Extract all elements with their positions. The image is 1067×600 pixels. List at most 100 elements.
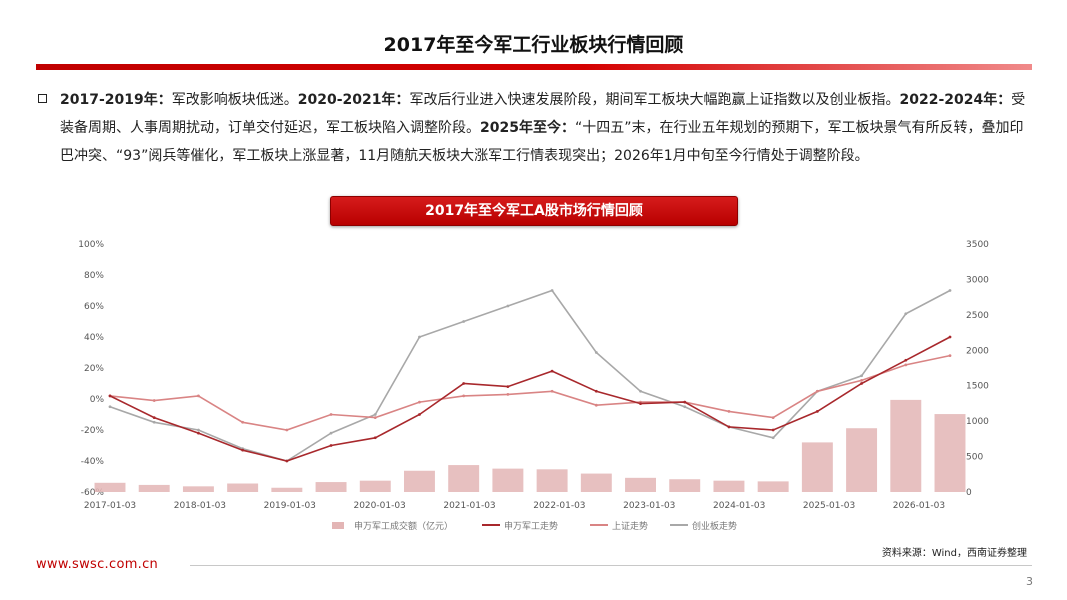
shanghai-index-point [594, 403, 598, 407]
shanghai-index-point [241, 420, 245, 424]
shanghai-index-point [373, 416, 377, 419]
left-axis-tick-label: 0% [90, 395, 105, 405]
x-axis-tick-label: 2022-01-03 [533, 501, 585, 511]
volume-bar [757, 481, 789, 492]
military-index-point [860, 382, 863, 385]
chinext-index-point [108, 405, 112, 409]
left-axis-tick-label: -20% [81, 426, 105, 436]
period-heading: 2020-2021年： [297, 92, 410, 108]
military-index-point [329, 444, 333, 447]
left-axis-tick-label: 60% [84, 302, 104, 312]
shanghai-index-point [727, 410, 731, 413]
shanghai-index-point [904, 363, 908, 367]
volume-bar [934, 414, 966, 492]
chinext-index-point [329, 431, 333, 435]
volume-bar [625, 477, 656, 492]
volume-bar [448, 465, 480, 492]
military-index-point [197, 431, 200, 435]
title-rule [36, 64, 1032, 70]
military-index-point [815, 410, 819, 413]
left-axis-tick-label: -40% [81, 457, 105, 467]
footer-divider [190, 565, 1032, 566]
volume-bar [580, 473, 612, 492]
summary-paragraph: 2017-2019年：军改影响板块低迷。2020-2021年：军改后行业进入快速… [60, 86, 1030, 170]
volume-bar [404, 470, 435, 492]
chinext-index-point [771, 436, 775, 440]
volume-bar [669, 479, 701, 492]
volume-bar [890, 399, 922, 492]
chinext-index-point [152, 420, 156, 424]
shanghai-index-point [285, 428, 289, 432]
military-index-point [418, 413, 421, 416]
military-index-point [506, 385, 510, 388]
volume-bar [138, 484, 170, 492]
left-axis-tick-label: 20% [84, 364, 104, 374]
x-axis-tick-label: 2021-01-03 [443, 501, 495, 511]
military-index-point [462, 382, 466, 385]
shanghai-index-point [418, 400, 421, 404]
right-axis-tick-label: 1000 [966, 417, 989, 427]
right-axis-tick-label: 3000 [966, 275, 989, 285]
military-index-point [152, 416, 156, 419]
period-heading: 2017-2019年： [60, 92, 172, 108]
left-axis-tick-label: 80% [84, 271, 104, 281]
chinext-index-point [948, 289, 952, 292]
legend-swatch [332, 522, 344, 529]
volume-bar [846, 428, 878, 492]
military-index-point [683, 400, 687, 404]
volume-bar [227, 483, 259, 492]
right-axis-tick-label: 2000 [966, 346, 989, 356]
military-index-point [771, 428, 775, 432]
chinext-index-point [197, 428, 200, 432]
legend-label: 创业板走势 [692, 520, 737, 532]
military-index-point [285, 459, 289, 463]
bullet-square-icon [38, 94, 47, 103]
shanghai-index-point [462, 394, 466, 398]
volume-bar [182, 486, 214, 492]
military-index-point [594, 389, 598, 393]
shanghai-index-point [860, 379, 863, 382]
military-index-point [948, 335, 952, 339]
military-index-point [639, 402, 642, 406]
x-axis-tick-label: 2026-01-03 [893, 501, 945, 511]
market-review-chart: 100% 80% 60% 40% 20% 0% -20% -40% -60% 3500 3000 25… [78, 240, 989, 532]
chart-banner: 2017年至今军工A股市场行情回顾 [330, 196, 738, 226]
footer-url: www.swsc.com.cn [36, 557, 159, 572]
right-axis-tick-label: 3500 [966, 240, 989, 250]
chinext-index-point [860, 374, 863, 378]
shanghai-index-point [948, 354, 952, 357]
legend-label: 申万军工成交额（亿元） [354, 520, 453, 532]
right-axis-tick-label: 2500 [966, 311, 989, 321]
volume-bar [94, 482, 126, 492]
volume-bar [492, 468, 524, 492]
x-axis-tick-label: 2024-01-03 [713, 501, 765, 511]
chinext-index-point [594, 351, 598, 354]
military-index-point [904, 358, 908, 362]
x-axis-tick-label: 2018-01-03 [174, 501, 226, 511]
military-index-point [727, 425, 731, 429]
chinext-index-point [904, 312, 908, 316]
right-axis-tick-label: 1500 [966, 382, 989, 392]
shanghai-index-point [506, 392, 510, 396]
shanghai-index-point [197, 394, 200, 398]
shanghai-index-point [152, 399, 156, 402]
x-axis-tick-label: 2020-01-03 [353, 501, 405, 511]
shanghai-index-point [815, 389, 819, 393]
period-heading: 2025年至今： [480, 120, 575, 136]
military-index-point [373, 436, 377, 440]
left-axis-tick-label: 40% [84, 333, 104, 343]
source-note: 资料来源：Wind，西南证券整理 [881, 548, 1027, 559]
chinext-index-point [506, 304, 510, 308]
page-number: 3 [1026, 575, 1033, 588]
x-axis-tick-label: 2017-01-03 [84, 501, 136, 511]
chinext-index-point [550, 289, 554, 292]
chinext-index-point [373, 413, 377, 416]
volume-bar [315, 482, 347, 492]
period-text: “十四五”末，在行业五年规划的预期下，军工板块景气有所反转，叠加印巴冲突、“93… [60, 120, 1024, 164]
volume-bar [801, 442, 833, 492]
right-axis-tick-label: 0 [966, 488, 972, 498]
military-index-point [550, 369, 554, 373]
x-axis-tick-label: 2023-01-03 [623, 501, 675, 511]
legend-label: 申万军工走势 [504, 520, 558, 532]
volume-bar [271, 487, 303, 492]
